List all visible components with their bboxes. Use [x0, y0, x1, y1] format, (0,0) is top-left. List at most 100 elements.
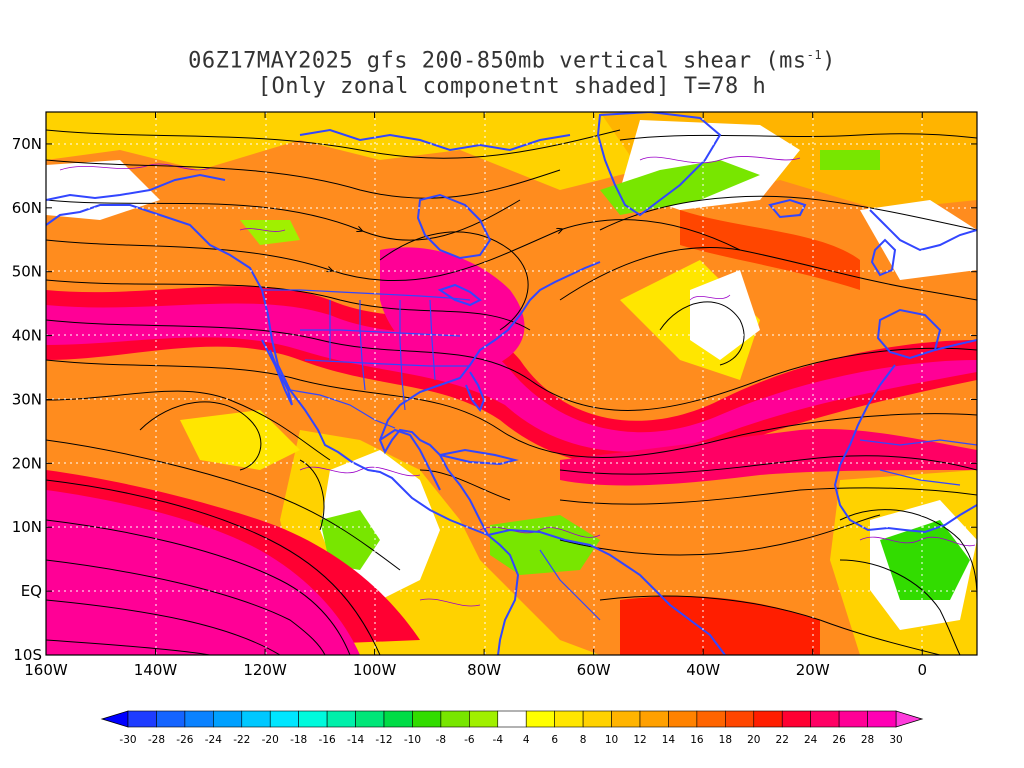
colorbar-label: 8 — [580, 734, 587, 746]
colorbar-swatch — [554, 710, 584, 728]
colorbar-swatch — [753, 710, 783, 728]
title-line-1: 06Z17MAY2025 gfs 200-850mb vertical shea… — [188, 48, 836, 74]
colorbar-label: -16 — [319, 734, 336, 746]
iceland — [768, 198, 807, 219]
lon-label: 80W — [467, 661, 501, 679]
british-isles — [870, 238, 897, 277]
colorbar-label: 4 — [523, 734, 530, 746]
colorbar-swatch — [184, 710, 214, 728]
colorbar-label: 30 — [889, 734, 902, 746]
colorbar-label: -24 — [205, 734, 222, 746]
colorbar-swatch — [781, 710, 811, 728]
colorbar-swatch — [383, 710, 413, 728]
map-frame — [45, 111, 978, 656]
axis-ticks: 160W 140W 120W 100W 80W 60W 40W 20W 0 70N 60N 50N 40… — [12, 112, 977, 679]
colorbar-label: 6 — [551, 734, 558, 746]
lat-label: 40N — [12, 327, 42, 345]
south-america-north-coast — [487, 528, 726, 655]
colorbar-label: 26 — [832, 734, 846, 746]
lon-label: 140W — [134, 661, 178, 679]
florida — [465, 371, 486, 412]
greenland — [596, 112, 722, 217]
colorbar-swatch — [838, 710, 868, 728]
colorbar-high-arrow — [895, 710, 924, 728]
europe-coast — [869, 209, 977, 252]
colorbar-swatch — [497, 710, 527, 728]
colorbar-swatch — [241, 710, 271, 728]
colorbar-label: -6 — [464, 734, 475, 746]
colorbar-label: 22 — [776, 734, 789, 746]
colorbar-label: 12 — [633, 734, 646, 746]
colorbar-swatch — [525, 710, 555, 728]
colorbar-swatch — [469, 710, 499, 728]
lat-label: 30N — [12, 390, 42, 408]
lat-label: EQ — [21, 582, 42, 600]
colorbar-label: 16 — [690, 734, 704, 746]
africa-coast — [833, 364, 977, 534]
lon-label: 100W — [353, 661, 397, 679]
colorbar-swatch — [269, 710, 299, 728]
colorbar-label: -30 — [119, 734, 136, 746]
wind-contours — [59, 156, 976, 607]
colorbar-label: -26 — [176, 734, 193, 746]
colorbar-swatch — [440, 710, 470, 728]
lon-label: 0 — [917, 661, 927, 679]
political-borders — [262, 289, 977, 621]
lat-label: 20N — [12, 454, 42, 472]
colorbar-swatch — [696, 710, 726, 728]
colorbar-swatch — [213, 710, 243, 728]
colorbar-swatch — [810, 710, 840, 728]
colorbar-swatch — [156, 710, 186, 728]
colorbar-swatch — [127, 710, 157, 728]
colorbar-swatch — [326, 710, 356, 728]
canada-arctic — [299, 128, 571, 152]
lat-label: 50N — [12, 263, 42, 281]
colorbar-swatch — [668, 710, 698, 728]
north-america-east-coast — [378, 261, 601, 536]
lat-lon-grid — [46, 112, 977, 655]
colorbar-label: 14 — [662, 734, 676, 746]
colorbar-swatch — [867, 710, 897, 728]
shear-shading — [46, 112, 977, 655]
colorbar-swatch — [582, 710, 612, 728]
colorbar-swatch — [412, 710, 442, 728]
lat-label: 70N — [12, 135, 42, 153]
colorbar-label: 10 — [605, 734, 618, 746]
colorbar-label: 28 — [861, 734, 874, 746]
lat-label: 60N — [12, 199, 42, 217]
colorbar-swatch — [639, 710, 669, 728]
colorbar-label: 24 — [804, 734, 818, 746]
colorbar-low-arrow — [100, 710, 129, 728]
lat-label: 10S — [13, 646, 42, 664]
colorbar-swatch — [298, 710, 328, 728]
south-america-coast — [487, 534, 520, 655]
colorbar-swatch — [355, 710, 385, 728]
baja-california — [261, 339, 293, 406]
colorbar: -30 -28 -26 -24 -22 -20 -18 -16 -14 -12 -10 -8 -6 -4 4… — [100, 710, 924, 746]
lon-label: 20W — [796, 661, 830, 679]
colorbar-label: -10 — [404, 734, 421, 746]
alaska — [46, 173, 226, 201]
streamlines — [46, 129, 977, 655]
title-line-2: [Only zonal componetnt shaded] T=78 h — [257, 74, 767, 99]
great-lakes — [437, 283, 482, 307]
colorbar-label: -20 — [262, 734, 279, 746]
colorbar-label: -18 — [290, 734, 307, 746]
colorbar-label: -4 — [493, 734, 504, 746]
map-panel — [46, 112, 977, 655]
lat-label: 10N — [12, 518, 42, 536]
lon-label: 120W — [243, 661, 287, 679]
hudson-bay — [416, 193, 492, 260]
colorbar-label: -22 — [233, 734, 250, 746]
lon-label: 60W — [577, 661, 611, 679]
colorbar-label: -14 — [347, 734, 364, 746]
colorbar-label: 20 — [747, 734, 760, 746]
colorbar-swatch — [725, 710, 755, 728]
mediterranean — [934, 339, 977, 351]
colorbar-label: 18 — [719, 734, 732, 746]
cuba — [439, 448, 519, 466]
lon-label: 40W — [686, 661, 720, 679]
colorbar-label: -28 — [148, 734, 165, 746]
gulf-of-mexico — [379, 428, 441, 491]
colorbar-label: -12 — [375, 734, 392, 746]
